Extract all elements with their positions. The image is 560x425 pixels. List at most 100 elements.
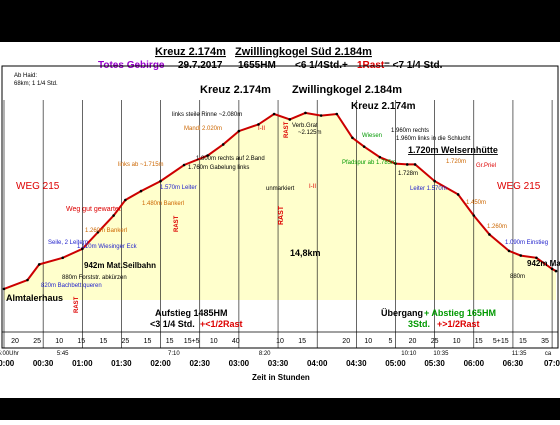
profile-point-32 [535,256,538,260]
segment-minutes-19: 25 [431,338,439,345]
note-unmarkiert: unmarkiert [266,186,295,192]
segment-minutes-4: 15 [100,338,108,345]
x-tick-label-13: 06:30 [503,359,524,368]
x-tick-label-6: 03:00 [229,359,250,368]
profile-point-2 [37,263,41,266]
segment-minutes-layer: 20 25 10 15 15 25 15 15 15+5 10 40 10 15 20 10 5 20 25 10 1… [11,338,549,345]
profile-point-28 [472,214,476,217]
note-almtalerhaus: Almtalerhaus [6,293,63,303]
profile-point-21 [362,145,366,148]
segment-minutes-12: 10 [276,338,284,345]
profile-point-11 [206,154,209,157]
profile-point-5 [96,230,100,234]
profile-point-6 [112,214,115,217]
note-bankerl-1480: 1.480m Bankerl [142,201,184,207]
profile-point-30 [507,249,511,253]
profile-point-16 [288,118,292,121]
summit-label-zwillingkogel: Zwillingkogel 2.184m [292,84,402,96]
profile-point-25 [413,163,417,166]
segment-minutes-18: 20 [409,338,417,345]
time-annotation-3: 8:20 [259,351,271,357]
note-seilbahn-right: 942m Ma [527,259,560,268]
note-1450: 1.450m [466,200,486,206]
summit-label-kreuz-return: Kreuz 2.174m [351,101,416,112]
profile-point-17 [304,111,307,115]
profile-point-33 [550,267,554,271]
note-seilbahn: 942m Mat.Seilbahn [84,261,156,270]
profile-point-29 [488,233,491,236]
profile-area-layer [4,112,556,301]
segment-minutes-24: 35 [541,338,549,345]
segment-minutes-23: 15 [519,338,527,345]
note-1728: 1.728m [398,171,418,177]
note-welsernhuette: 1.720m Welsernhütte [408,145,498,155]
x-tick-label-9: 04:30 [346,359,367,368]
note-rast-mid2: RAST [284,121,290,138]
profile-point-18 [319,114,323,117]
profile-point-10 [182,163,186,167]
segment-minutes-17: 5 [388,338,392,345]
x-tick-label-10: 05:00 [385,359,406,368]
note-bankerl-1260: 1.260m Bankerl [85,228,127,234]
note-uebergang-b: + Abstieg 165HM [424,308,496,318]
note-aufstieg-time-b: +<1/2Rast [200,319,243,329]
summit-label-kreuz: Kreuz 2.174m [200,84,271,96]
x-tick-label-8: 04:00 [307,359,328,368]
x-tick-label-14: 07:0 [544,359,560,368]
note-wiesinger: 1.110m Wiesinger Eck [77,244,138,250]
note-einstieg: 1.090m Einstieg [505,240,548,246]
top-note-line1: Ab Haid: [14,73,37,79]
note-weg215-left: WEG 215 [16,181,60,192]
profile-point-7 [124,198,127,202]
segment-minutes-9: 10 [210,338,218,345]
note-1720: 1.720m [446,159,466,165]
segment-minutes-15: 20 [342,338,350,345]
note-steile-rinne: links steile Rinne ~2.080m [172,112,242,118]
profile-point-26 [433,179,436,183]
note-weg215-right: WEG 215 [497,181,541,192]
note-aufstieg-time-a: <3 1/4 Std. [150,319,195,329]
note-pfadspur: Pfadspur ab 1.785m [342,160,396,166]
marker-i-ii-mid: I-II [309,184,316,190]
x-tick-label-1: 00:30 [33,359,54,368]
profile-point-19 [335,112,339,116]
segment-minutes-7: 15 [166,338,174,345]
time-annotation-0: ab 5:00Uhr [0,351,19,357]
x-tick-label-3: 01:30 [111,359,132,368]
note-rechts-1960: 1.960m rechts [391,128,429,134]
profile-point-3 [61,256,65,260]
note-verb-grat-alt: ~2.125m [298,130,322,136]
profile-point-4 [80,247,84,251]
note-gabelung: 1.760m Gabelung links [188,165,249,171]
note-verb-grat: Verb.Grat [292,123,318,129]
top-note-line2: 68km; 1 1/4 Std. [14,81,58,87]
x-axis-label: Zeit in Stunden [252,373,310,382]
time-annotation-6: 11:35 [512,351,527,357]
time-annotation-1: 5:45 [57,351,69,357]
bottom-black-band [0,398,560,420]
note-distance: 14,8km [290,248,321,258]
profile-point-15 [272,112,276,116]
x-tick-label-12: 06:00 [464,359,485,368]
segment-minutes-22: 5+15 [493,338,509,345]
note-rast-left: RAST [174,215,180,232]
note-seile: Seile, 2 Leitern [48,240,88,246]
x-tick-layer: 00:00 00:30 01:00 01:30 02:00 02:30 03:00 03:30… [0,359,560,368]
segment-minutes-1: 25 [33,338,41,345]
profile-line-layer [2,111,558,291]
profile-point-24 [405,163,409,166]
note-uebergang-a: Übergang [381,308,423,318]
profile-point-13 [237,129,241,133]
x-tick-label-11: 05:30 [424,359,445,368]
segment-minutes-6: 15 [144,338,152,345]
note-hut-1800: 1.800m rechts auf 2.Band [196,156,265,162]
plot-frame [1,65,559,349]
note-wiesen: Wiesen [362,133,382,139]
note-leiter-1570: 1.570m Leiter [160,185,197,191]
note-leiter-1570-right: Leiter 1.570m [410,186,447,192]
profile-point-14 [257,123,260,126]
note-schlucht: 1.960m links in die Schlucht [396,136,471,142]
note-forststr: 880m Forststr. abkürzen [62,275,127,281]
x-tick-label-4: 02:00 [150,359,171,368]
